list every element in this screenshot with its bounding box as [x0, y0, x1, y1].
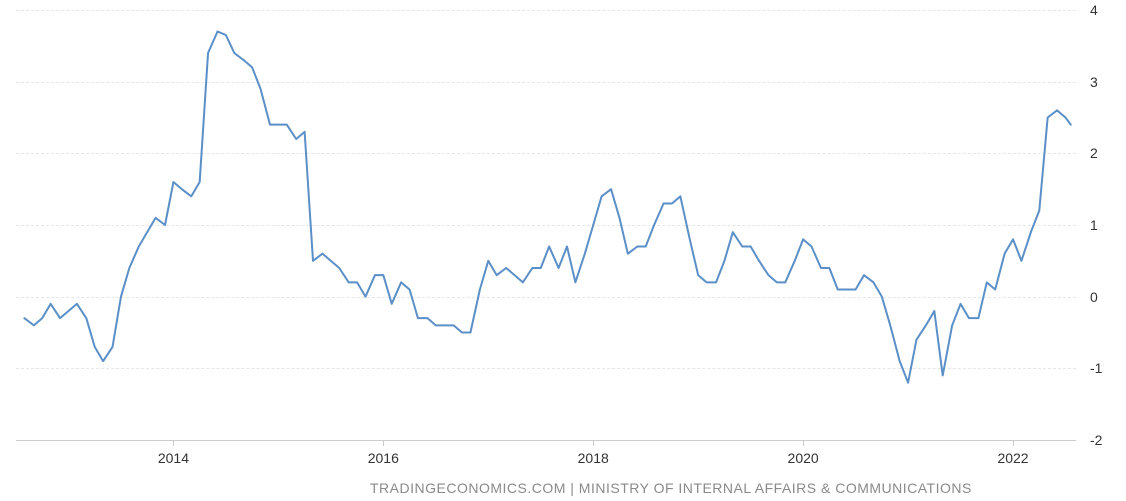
y-axis-label: 1 [1090, 217, 1098, 233]
y-axis-label: 4 [1090, 2, 1098, 18]
x-axis-tick [173, 440, 174, 446]
x-axis-tick [383, 440, 384, 446]
x-axis-label: 2020 [788, 450, 819, 466]
y-axis-label: 0 [1090, 289, 1098, 305]
x-axis-baseline [16, 440, 1076, 441]
plot-area: -2-10123420142016201820202022 [16, 10, 1076, 440]
x-axis-label: 2016 [368, 450, 399, 466]
x-axis-tick [593, 440, 594, 446]
y-axis-label: -2 [1090, 432, 1102, 448]
x-axis-label: 2022 [997, 450, 1028, 466]
x-axis-tick [1013, 440, 1014, 446]
x-axis-tick [803, 440, 804, 446]
series-svg [16, 10, 1076, 440]
y-axis-label: 2 [1090, 145, 1098, 161]
source-attribution: TRADINGECONOMICS.COM | MINISTRY OF INTER… [370, 480, 972, 496]
y-axis-label: -1 [1090, 360, 1102, 376]
series-line [24, 32, 1070, 383]
x-axis-label: 2018 [578, 450, 609, 466]
x-axis-label: 2014 [158, 450, 189, 466]
line-chart: -2-10123420142016201820202022 TRADINGECO… [0, 0, 1126, 501]
y-axis-label: 3 [1090, 74, 1098, 90]
